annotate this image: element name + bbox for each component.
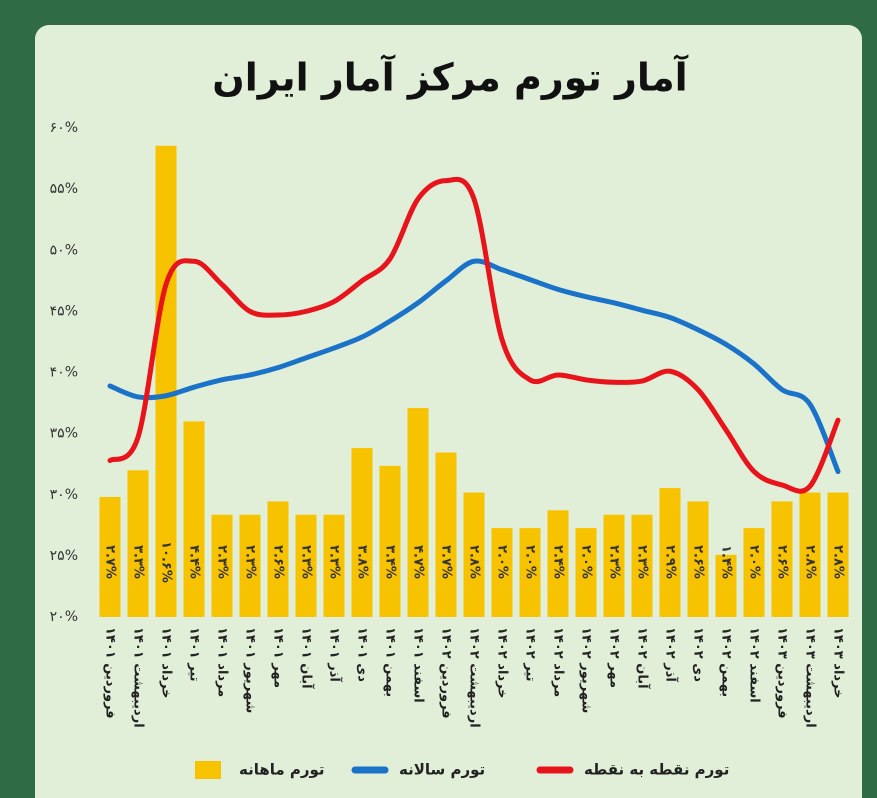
x-tick-label: آبان ۱۴۰۱ [299, 627, 316, 689]
x-tick-label: آذر ۱۴۰۱ [327, 627, 344, 682]
data-label: ۲.۰% [579, 545, 594, 579]
x-tick-label: دی ۱۴۰۱ [355, 627, 370, 682]
data-label: ۲.۳% [327, 545, 342, 579]
x-tick-label: اردیبهشت ۱۴۰۲ [467, 627, 482, 728]
bar [351, 448, 373, 617]
bar [491, 528, 513, 617]
data-label: ۲.۶% [271, 545, 286, 579]
data-label: ۴.۷% [411, 545, 426, 579]
x-tick-label: شهریور ۱۴۰۲ [579, 627, 594, 713]
data-label: ۱۰.۶% [159, 541, 174, 583]
x-tick-label: آذر ۱۴۰۲ [663, 627, 680, 682]
x-tick-label: فروردین ۱۴۰۳ [775, 627, 790, 719]
data-label: ۲.۳% [635, 545, 650, 579]
x-tick-label: بهمن ۱۴۰۲ [719, 627, 734, 697]
data-label: ۲.۰% [523, 545, 538, 579]
bar [435, 452, 457, 617]
x-tick-label: خرداد ۱۴۰۱ [159, 627, 174, 699]
x-tick-label: اردیبهشت ۱۴۰۱ [131, 627, 146, 728]
bar [463, 492, 485, 617]
bar [295, 514, 317, 617]
y-tick-label: ۵۵% [50, 181, 78, 197]
bar [715, 554, 737, 617]
y-tick-label: ۶۰% [50, 120, 78, 136]
line [107, 258, 841, 475]
bar [631, 514, 653, 617]
bar [799, 492, 821, 617]
data-label: ۳.۳% [131, 545, 146, 579]
data-label: ۲.۸% [831, 545, 846, 579]
x-tick-label: فروردین ۱۴۰۱ [103, 627, 118, 719]
y-tick-label: ۴۰% [50, 365, 78, 381]
bar [519, 528, 541, 617]
x-tick-label: مرداد ۱۴۰۱ [215, 627, 230, 697]
data-label: ۲.۸% [803, 545, 818, 579]
legend-swatch [195, 761, 221, 779]
x-tick-label: اسفند ۱۴۰۲ [747, 627, 762, 703]
bar [239, 514, 261, 617]
data-label: ۲.۳% [215, 545, 230, 579]
y-tick-label: ۳۵% [50, 426, 78, 442]
x-tick-label: اردیبهشت ۱۴۰۳ [803, 627, 818, 728]
y-tick-label: ۲۰% [50, 609, 78, 625]
line [107, 176, 841, 494]
legend-label: تورم نقطه به نقطه [584, 761, 729, 779]
data-label: ۲.۶% [691, 545, 706, 579]
bar [575, 528, 597, 617]
data-label: ۲.۰% [747, 545, 762, 579]
bar [743, 528, 765, 617]
y-tick-label: ۵۰% [50, 242, 78, 258]
bar [687, 501, 709, 617]
data-label: ۲.۸% [467, 545, 482, 579]
data-label: ۲.۷% [103, 545, 118, 579]
legend-label: تورم سالانه [399, 761, 485, 779]
bar [827, 492, 849, 617]
data-label: ۲.۴% [551, 545, 566, 579]
data-label: ۲.۳% [299, 545, 314, 579]
data-label: ۲.۳% [243, 545, 258, 579]
x-tick-label: تیر ۱۴۰۱ [187, 627, 202, 682]
x-tick-label: مرداد ۱۴۰۲ [551, 627, 566, 697]
bar [155, 145, 177, 618]
data-label: ۲.۶% [775, 545, 790, 579]
x-tick-label: آبان ۱۴۰۲ [635, 627, 652, 689]
x-tick-label: تیر ۱۴۰۲ [523, 627, 538, 682]
data-label: ۲.۳% [607, 545, 622, 579]
x-tick-label: خرداد ۱۴۰۳ [831, 627, 846, 699]
data-label: ۳.۷% [439, 545, 454, 579]
x-tick-label: بهمن ۱۴۰۱ [383, 627, 398, 697]
legend-label: تورم ماهانه [239, 761, 325, 779]
bar [771, 501, 793, 617]
bar [183, 421, 205, 617]
x-tick-label: اسفند ۱۴۰۱ [411, 627, 426, 703]
x-tick-label: دی ۱۴۰۲ [691, 627, 706, 682]
bar [127, 470, 149, 617]
bar [211, 514, 233, 617]
x-tick-label: مهر ۱۴۰۱ [271, 627, 286, 688]
bar [659, 488, 681, 617]
data-label: ۲.۰% [495, 545, 510, 579]
bar [99, 496, 121, 617]
data-label: ۴.۴% [187, 545, 202, 579]
data-label: ۳.۴% [383, 545, 398, 579]
x-tick-label: شهریور ۱۴۰۱ [243, 627, 258, 713]
data-label: ۳.۸% [355, 545, 370, 579]
data-label: ۲.۹% [663, 545, 678, 579]
bar [323, 514, 345, 617]
y-tick-label: ۴۵% [50, 303, 78, 319]
chart-title: آمار تورم مرکز آمار ایران [212, 54, 688, 101]
y-tick-label: ۳۰% [50, 487, 78, 503]
data-label: ۱.۴% [719, 545, 734, 579]
bar [603, 514, 625, 617]
x-tick-label: فروردین ۱۴۰۲ [439, 627, 454, 719]
bar [547, 510, 569, 617]
y-tick-label: ۲۵% [50, 548, 78, 564]
x-tick-label: مهر ۱۴۰۲ [607, 627, 622, 688]
x-tick-label: خرداد ۱۴۰۲ [495, 627, 510, 699]
bar [379, 465, 401, 617]
bar [267, 501, 289, 617]
bar [407, 408, 429, 617]
